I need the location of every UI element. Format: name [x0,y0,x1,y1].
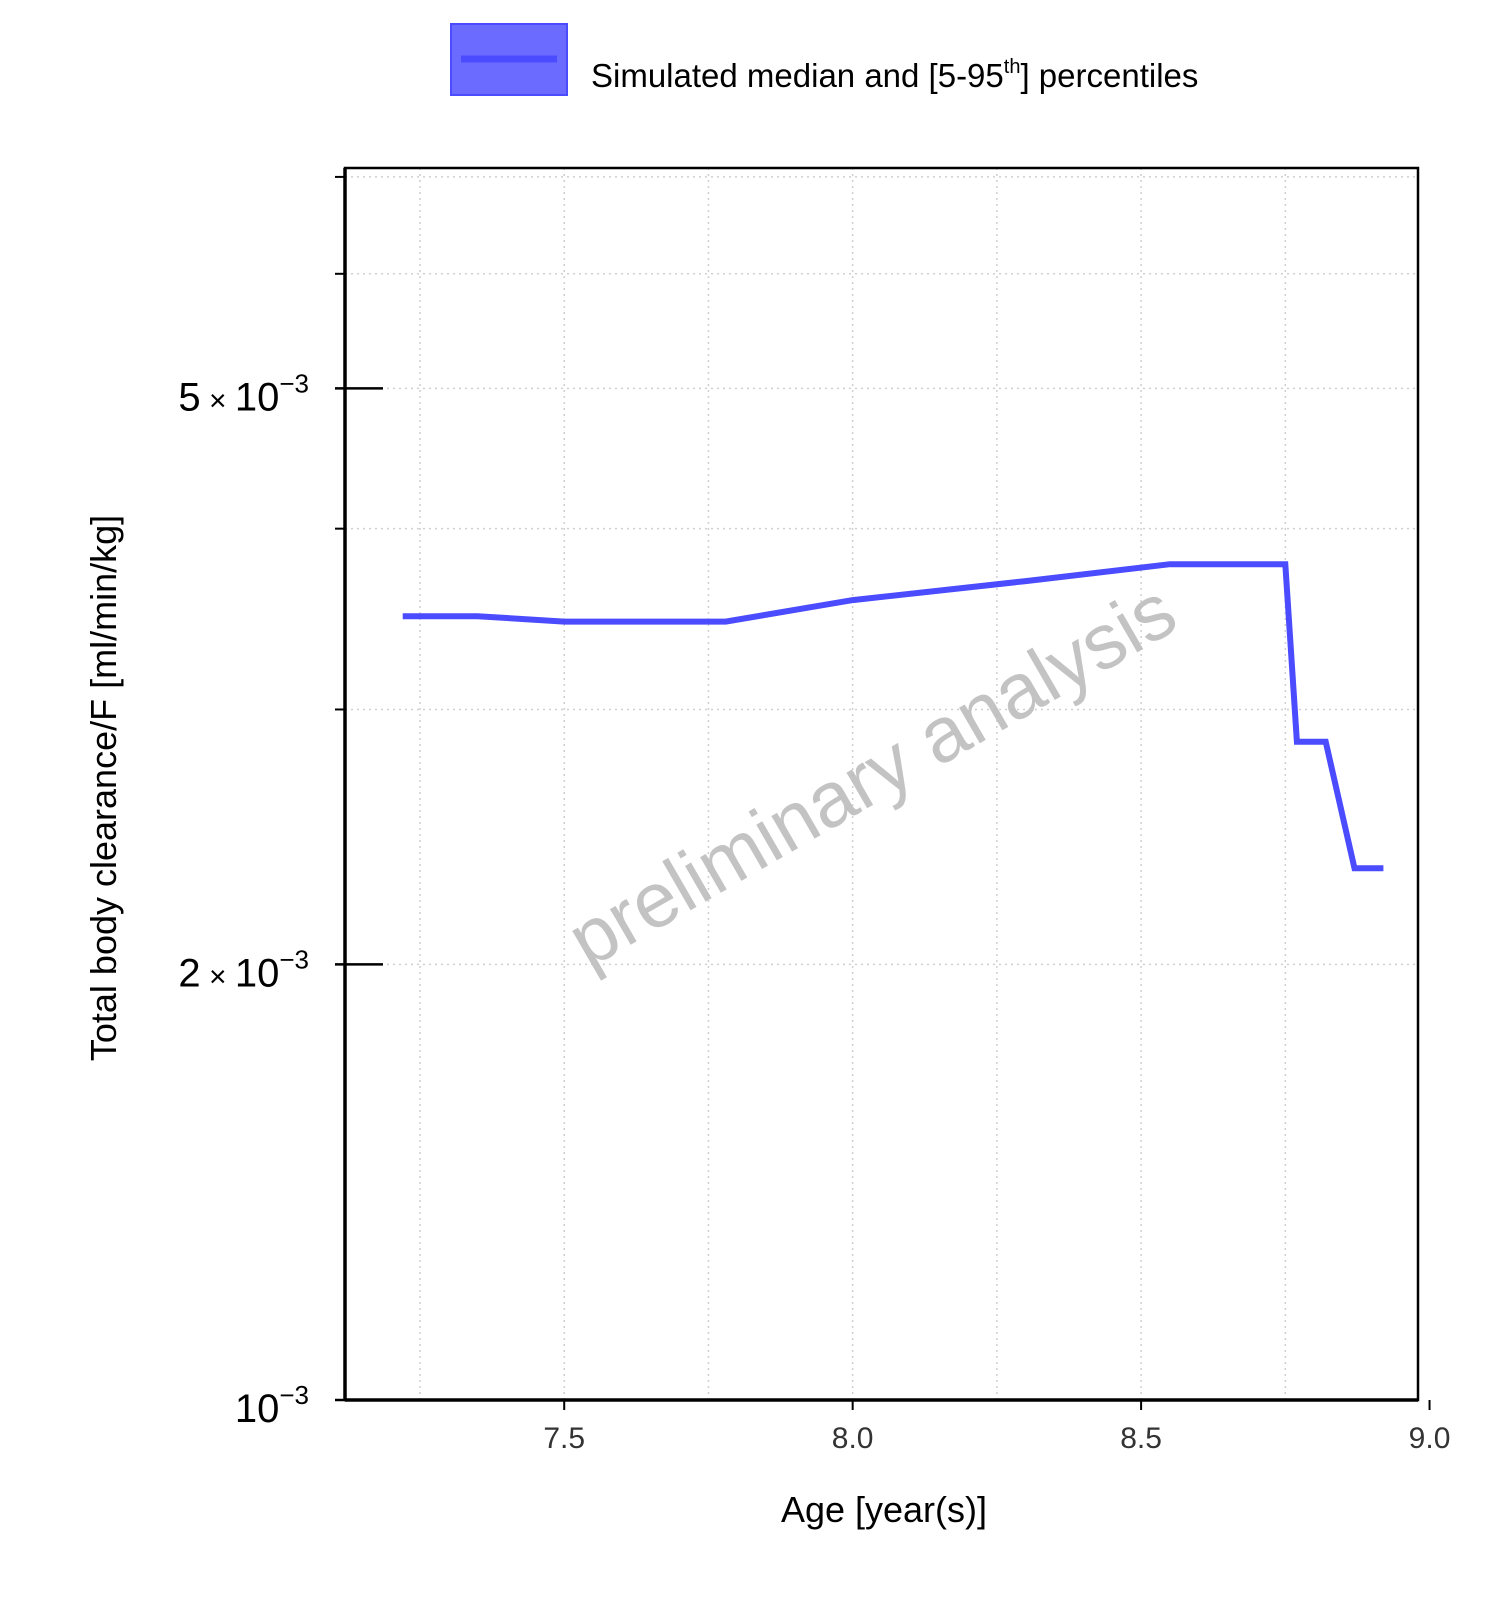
legend-label-sup: th [1004,56,1021,78]
y-axis-label: Total body clearance/F [ml/min/kg] [83,515,124,1061]
x-ticks: 7.5 8.0 8.5 9.0 [543,1400,1450,1455]
y-ticks: 10−3 2 × 10−3 5 × 10−3 [178,175,383,1431]
legend-label-end: ] percentiles [1020,57,1198,94]
series [402,561,1384,872]
series-line-median [402,561,1384,872]
x-axis-label: Age [year(s)] [781,1489,987,1530]
legend: Simulated median and [5-95th] percentile… [450,23,1198,96]
y-tick-label: 10−3 [235,1380,309,1431]
x-tick-label: 8.0 [832,1422,874,1455]
legend-label: Simulated median and [5-95th] percentile… [591,56,1198,94]
x-tick-label: 7.5 [543,1422,585,1455]
legend-label-main: Simulated median and [5-95 [591,57,1004,94]
axes [343,166,1420,1402]
y-tick-label: 5 × 10−3 [178,368,309,419]
x-tick-label: 8.5 [1120,1422,1162,1455]
watermark: preliminary analysis [553,565,1190,984]
x-tick-label: 9.0 [1409,1422,1451,1455]
y-tick-label: 2 × 10−3 [178,944,309,995]
